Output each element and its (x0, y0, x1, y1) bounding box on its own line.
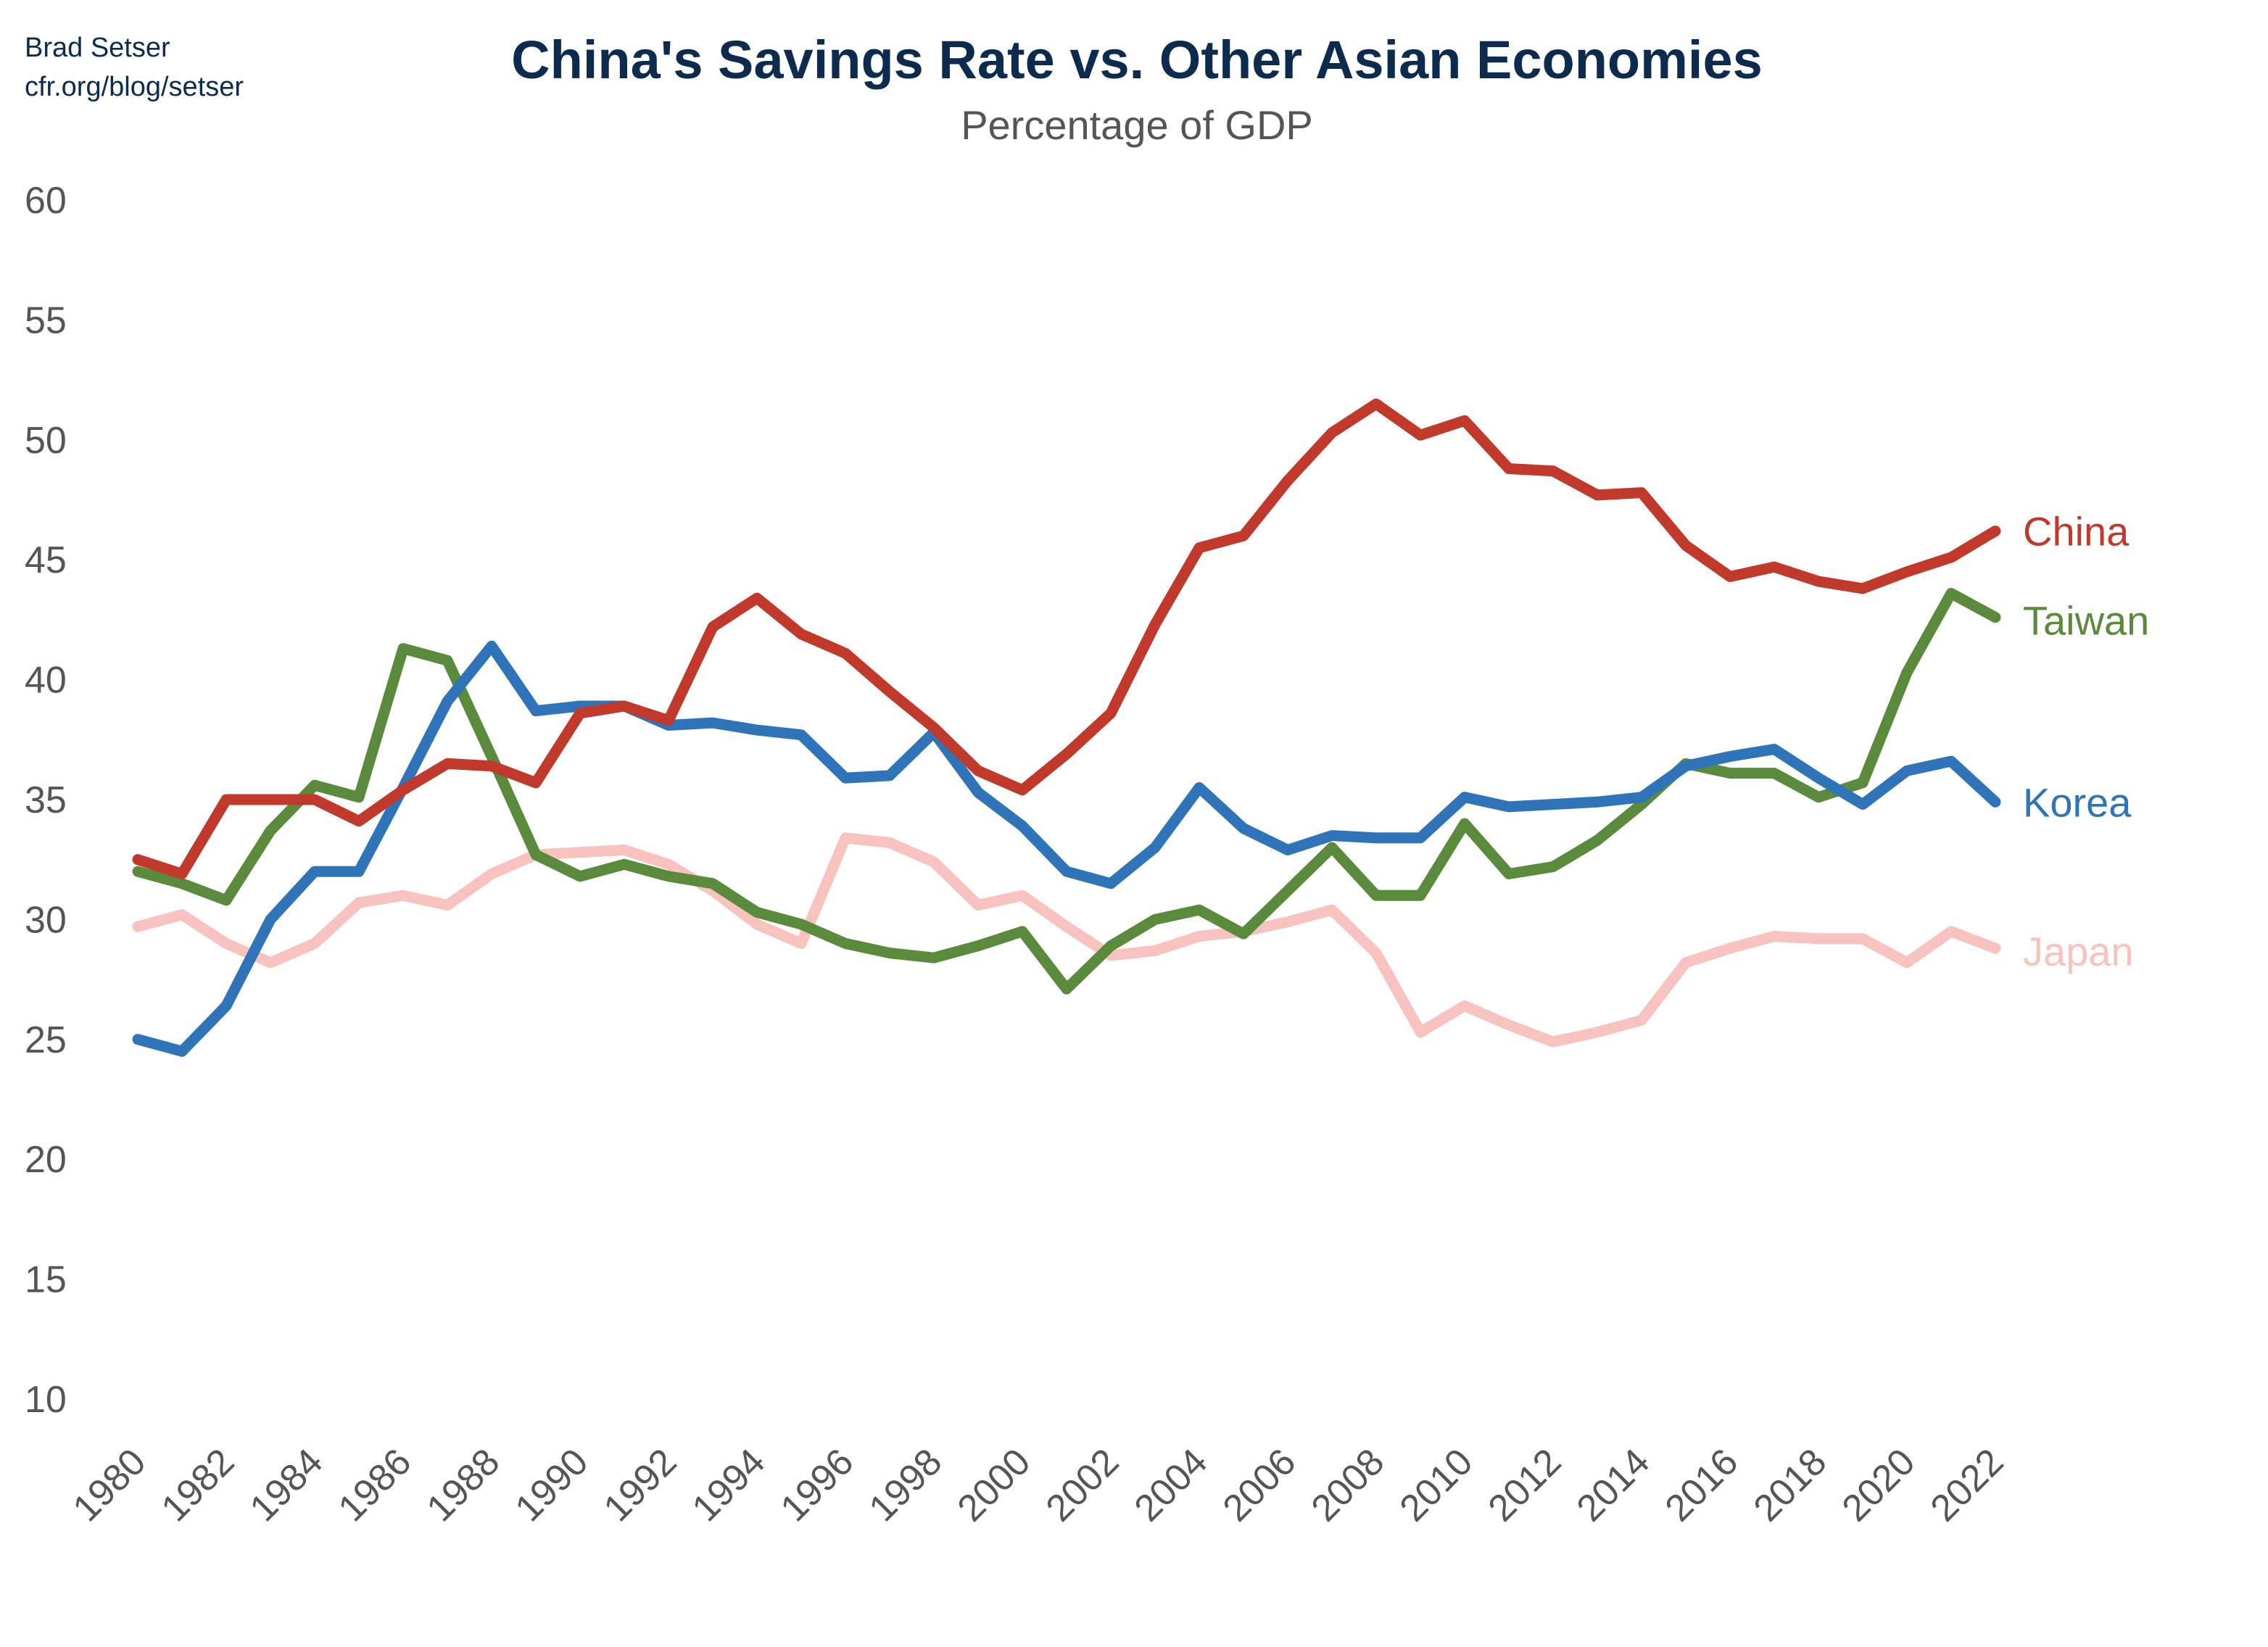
y-tick-label: 30 (25, 899, 67, 941)
x-tick-label: 1990 (508, 1440, 597, 1530)
x-tick-label: 2006 (1215, 1440, 1304, 1530)
x-axis: 1980 1982 1984 1986 1988 1990 1992 1994 1996 1998… (65, 1440, 2012, 1530)
x-tick-label: 2002 (1038, 1440, 1127, 1530)
credit-author: Brad Setser (25, 33, 170, 63)
x-tick-label: 2016 (1657, 1440, 1747, 1530)
x-tick-label: 2018 (1746, 1440, 1835, 1530)
y-tick-label: 10 (25, 1379, 67, 1421)
x-tick-label: 2022 (1923, 1440, 2012, 1530)
x-tick-label: 1992 (596, 1440, 685, 1530)
x-tick-label: 2010 (1392, 1440, 1481, 1530)
x-tick-label: 1982 (154, 1440, 243, 1530)
y-tick-label: 45 (25, 539, 67, 581)
x-tick-label: 2014 (1569, 1440, 1658, 1530)
y-axis: 10 15 20 25 30 35 40 45 50 55 60 (25, 180, 67, 1421)
x-tick-label: 1984 (242, 1440, 331, 1530)
x-tick-label: 2004 (1127, 1440, 1216, 1530)
y-tick-label: 35 (25, 779, 67, 821)
x-tick-label: 1994 (684, 1440, 774, 1530)
x-tick-label: 1986 (331, 1440, 420, 1530)
credit-site: cfr.org/blog/setser (25, 72, 244, 102)
x-tick-label: 1996 (773, 1440, 862, 1530)
series-line-japan (132, 832, 2001, 1047)
y-tick-label: 50 (25, 420, 67, 462)
x-tick-label: 2020 (1834, 1440, 1924, 1530)
series-label-japan: Japan (2023, 929, 2134, 974)
y-tick-label: 40 (25, 660, 67, 702)
series-label-taiwan: Taiwan (2023, 598, 2149, 644)
series-label-korea: Korea (2023, 779, 2132, 825)
series-lines (132, 398, 2001, 1057)
x-tick-label: 2012 (1481, 1440, 1570, 1530)
y-tick-label: 15 (25, 1259, 67, 1301)
x-tick-label: 1988 (419, 1440, 508, 1530)
y-tick-label: 60 (25, 180, 67, 222)
series-line-china (132, 398, 2001, 879)
chart-subtitle: Percentage of GDP (961, 102, 1313, 148)
y-tick-label: 20 (25, 1139, 67, 1181)
x-tick-label: 2008 (1304, 1440, 1393, 1530)
series-line-korea (132, 640, 2001, 1057)
chart-title: China's Savings Rate vs. Other Asian Eco… (511, 30, 1763, 90)
y-tick-label: 25 (25, 1019, 67, 1061)
x-tick-label: 1980 (65, 1440, 154, 1530)
x-tick-label: 2000 (950, 1440, 1039, 1530)
series-labels: Japan Taiwan Korea China (2023, 509, 2149, 975)
series-label-china: China (2023, 509, 2130, 555)
y-tick-label: 55 (25, 299, 67, 341)
x-tick-label: 1998 (861, 1440, 951, 1530)
